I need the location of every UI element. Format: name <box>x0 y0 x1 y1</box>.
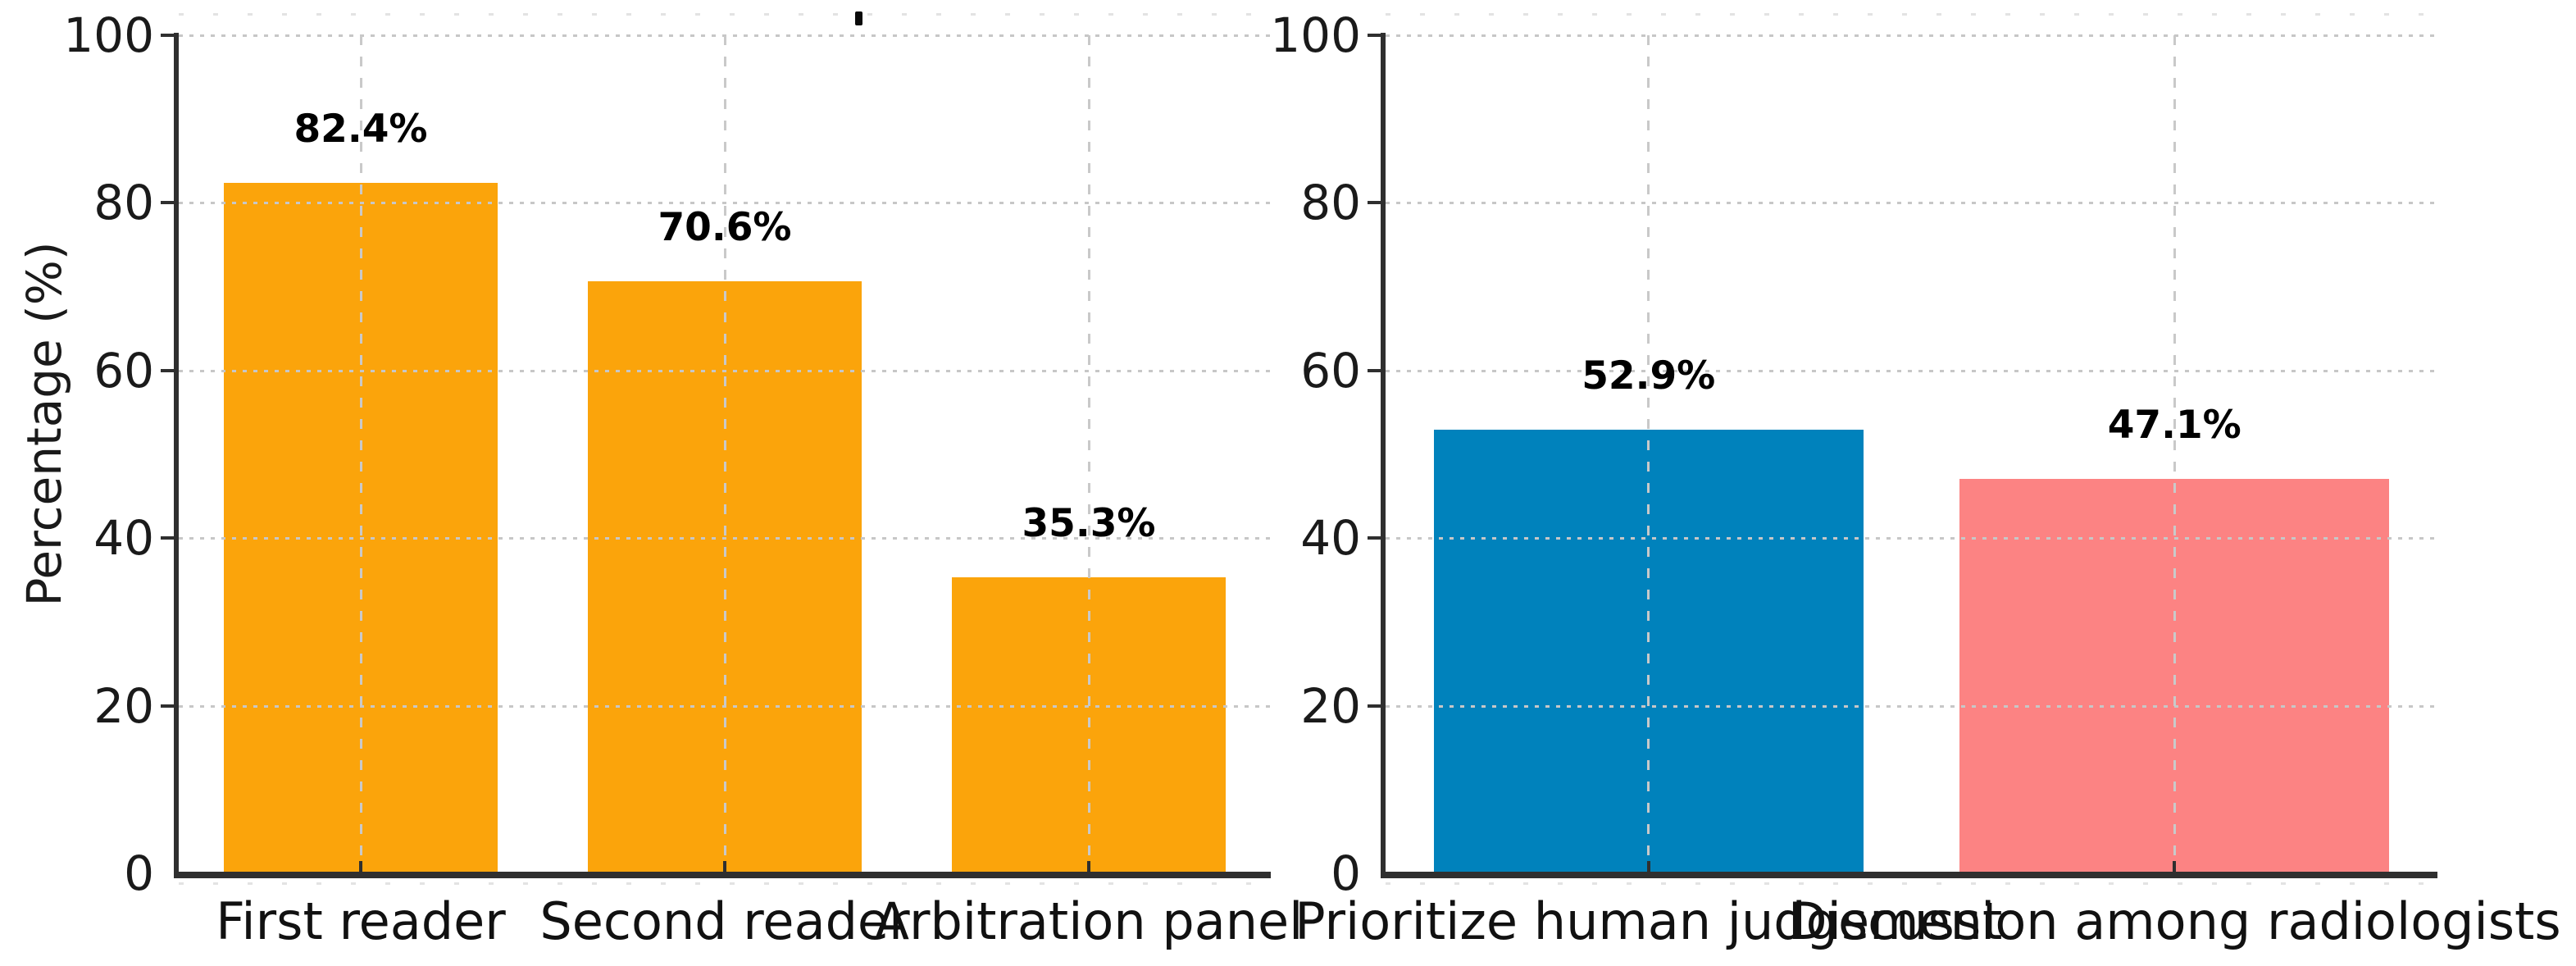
y-tick-label: 60 <box>1300 342 1361 399</box>
cropped-title-fragment <box>855 11 862 25</box>
x-axis-spine <box>1381 872 2437 878</box>
y-tick-label: 40 <box>93 510 154 567</box>
y-tick-label: 80 <box>93 175 154 231</box>
y-tick-mark <box>1368 368 1382 372</box>
x-tick-label: Discussion among radiologists <box>1787 891 2561 951</box>
y-tick-label: 100 <box>63 7 154 63</box>
horizontal-gridline <box>1386 34 2437 37</box>
x-tick-label: First reader <box>216 891 506 951</box>
left-bar-chart: 0 20 40 60 80 100 82.4% First reader 70.6% Second… <box>63 11 1303 950</box>
horizontal-gridline <box>1386 369 2437 372</box>
bar-value-label: 82.4% <box>294 106 428 152</box>
y-tick-label: 80 <box>1300 175 1361 231</box>
y-tick-label: 0 <box>124 845 154 901</box>
x-tick-mark <box>723 861 726 873</box>
cropped-gridline-row-top <box>1386 13 2437 16</box>
y-tick-mark <box>1368 201 1382 205</box>
bar-value-label: 70.6% <box>658 205 792 251</box>
horizontal-gridline <box>1386 704 2437 708</box>
vertical-gridline <box>1087 35 1090 870</box>
cropped-gridline-row-top <box>179 13 1271 16</box>
vertical-gridline <box>359 35 362 870</box>
cropped-gridline-row-bottom <box>179 882 1271 885</box>
y-tick-mark <box>161 201 175 205</box>
vertical-gridline <box>2173 35 2176 870</box>
y-tick-mark <box>1368 34 1382 37</box>
y-tick-mark <box>161 34 175 37</box>
vertical-gridline <box>1647 35 1650 870</box>
y-tick-mark <box>1368 704 1382 708</box>
y-tick-label: 100 <box>1270 7 1361 63</box>
bar-value-label: 35.3% <box>1022 501 1156 547</box>
vertical-gridline <box>723 35 726 870</box>
y-tick-label: 20 <box>93 677 154 734</box>
x-tick-mark <box>359 861 362 873</box>
y-tick-mark <box>1368 536 1382 540</box>
y-tick-label: 40 <box>1300 510 1361 567</box>
x-tick-label: Arbitration panel <box>874 891 1304 951</box>
y-tick-label: 20 <box>1300 677 1361 734</box>
x-tick-mark <box>2173 861 2177 873</box>
x-tick-mark <box>1087 861 1090 873</box>
right-bar-chart: 0 20 40 60 80 100 52.9% Prioritize human judgem… <box>1270 11 2560 950</box>
bar-value-label: 52.9% <box>1582 353 1716 399</box>
y-tick-mark <box>161 368 175 372</box>
bar-value-label: 47.1% <box>2107 402 2241 448</box>
x-tick-mark <box>1646 861 1650 873</box>
y-axis-title: Percentage (%) <box>16 241 72 607</box>
y-tick-label: 0 <box>1331 845 1361 901</box>
x-tick-label: Second reader <box>539 891 910 951</box>
x-axis-spine <box>174 872 1271 878</box>
x-tick-label: Prioritize human judgement <box>1295 891 2003 951</box>
y-tick-mark <box>161 704 175 708</box>
cropped-gridline-row-bottom <box>1386 882 2437 885</box>
y-tick-mark <box>161 536 175 540</box>
horizontal-gridline <box>1386 202 2437 205</box>
y-axis-spine <box>1381 33 1386 876</box>
y-axis-spine <box>174 33 179 876</box>
horizontal-gridline <box>1386 537 2437 540</box>
y-tick-label: 60 <box>93 342 154 399</box>
